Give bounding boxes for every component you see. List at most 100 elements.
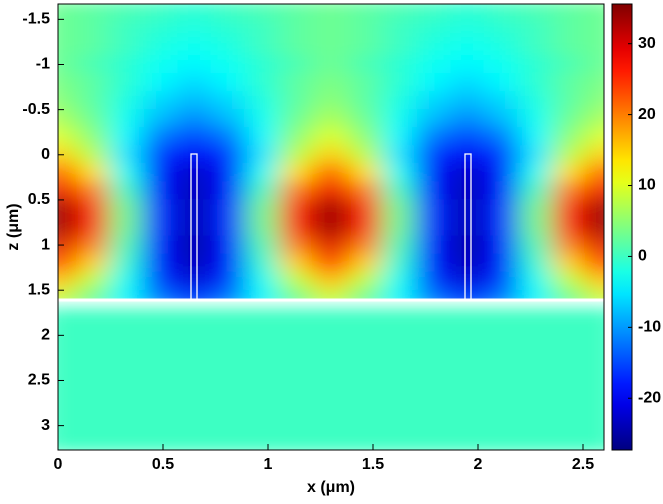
field-cell	[347, 343, 383, 363]
field-cell	[279, 36, 315, 56]
field-cell	[245, 217, 281, 237]
field-cell	[108, 398, 144, 418]
field-cell	[347, 145, 383, 165]
field-cell	[552, 73, 588, 93]
field-cell	[176, 163, 213, 183]
field-cell	[552, 181, 588, 201]
field-cell	[381, 181, 417, 201]
field-cell	[245, 253, 281, 273]
field-cell	[245, 163, 281, 183]
field-cell	[484, 199, 520, 219]
field-cell	[552, 343, 588, 363]
field-cell	[586, 416, 604, 436]
field-cell	[142, 36, 178, 56]
field-cell	[74, 54, 110, 75]
field-cell	[211, 235, 247, 255]
x-tick-label: 0	[54, 456, 63, 473]
colorbar-tick-label: 30	[638, 35, 656, 52]
field-cell	[58, 434, 76, 450]
field-cell	[586, 343, 604, 363]
field-cell	[58, 235, 76, 255]
field-cell	[58, 379, 76, 400]
field-cell	[142, 199, 178, 219]
field-cell	[586, 253, 604, 273]
field-cell	[484, 109, 520, 129]
field-cell	[586, 289, 604, 300]
field-cell	[586, 109, 604, 129]
field-cell	[176, 253, 213, 273]
field-cell	[449, 91, 486, 111]
field-cell	[279, 253, 315, 273]
field-cell	[142, 91, 178, 111]
field-cell	[313, 54, 349, 75]
field-cell	[415, 416, 451, 436]
field-cell	[211, 307, 247, 327]
field-cell	[58, 398, 76, 418]
field-cell	[586, 325, 604, 345]
field-cell	[415, 271, 451, 291]
field-cell	[552, 163, 588, 183]
field-cell	[176, 379, 213, 400]
field-cell	[484, 163, 520, 183]
field-cell	[74, 361, 110, 381]
field-cell	[347, 181, 383, 201]
field-cell	[484, 127, 520, 147]
x-tick-label: 1.5	[362, 456, 384, 473]
field-cell	[108, 325, 144, 345]
field-cell	[211, 361, 247, 381]
field-cell	[586, 54, 604, 75]
field-cell	[211, 91, 247, 111]
field-cell	[415, 145, 451, 165]
field-cell	[347, 379, 383, 400]
field-cell	[176, 217, 213, 237]
field-cell	[381, 434, 417, 450]
y-axis-label: z (μm)	[5, 203, 22, 250]
field-cell	[74, 109, 110, 129]
field-cell	[449, 199, 486, 219]
field-cell	[449, 416, 486, 436]
field-cell	[347, 416, 383, 436]
field-cell	[142, 343, 178, 363]
field-cell	[313, 325, 349, 345]
field-cell	[211, 416, 247, 436]
field-cell	[74, 398, 110, 418]
field-cell	[518, 361, 554, 381]
y-tick-label: 0.5	[28, 191, 50, 208]
field-cell	[74, 379, 110, 400]
field-cell	[347, 163, 383, 183]
x-tick-label: 2	[474, 456, 483, 473]
field-cell	[347, 199, 383, 219]
field-cell	[347, 109, 383, 129]
field-cell	[381, 379, 417, 400]
field-cell	[381, 73, 417, 93]
field-cell	[279, 4, 315, 20]
field-cell	[108, 181, 144, 201]
field-cell	[279, 127, 315, 147]
field-cell	[552, 398, 588, 418]
field-cell	[245, 271, 281, 291]
field-cell	[518, 379, 554, 400]
field-cell	[586, 217, 604, 237]
field-cell	[313, 18, 349, 38]
y-tick-label: 3	[41, 417, 50, 434]
field-cell	[74, 199, 110, 219]
x-axis-label: x (μm)	[307, 479, 355, 496]
field-cell	[552, 271, 588, 291]
field-cell	[415, 253, 451, 273]
field-cell	[484, 289, 520, 300]
field-cell	[108, 109, 144, 129]
field-cell	[58, 307, 76, 327]
field-cell	[415, 163, 451, 183]
field-cell	[142, 163, 178, 183]
field-cell	[449, 361, 486, 381]
field-cell	[415, 325, 451, 345]
field-cell	[211, 18, 247, 38]
field-cell	[74, 343, 110, 363]
field-cell	[552, 379, 588, 400]
field-cell	[279, 307, 315, 327]
field-cell	[74, 416, 110, 436]
colorbar-tick-label: 10	[638, 177, 656, 194]
colorbar-tick-label: 0	[638, 248, 647, 265]
field-cell	[552, 217, 588, 237]
